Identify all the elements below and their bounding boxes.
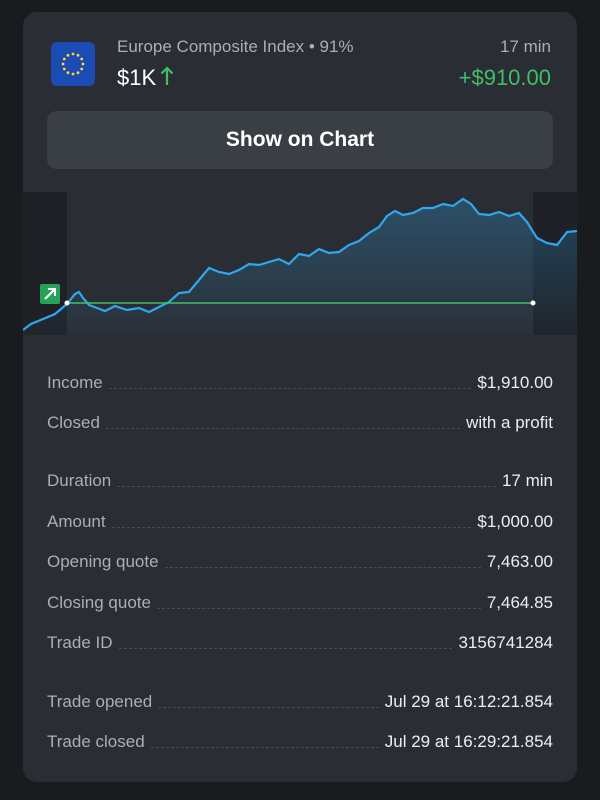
detail-label: Duration: [47, 471, 112, 490]
entry-arrow-icon: [40, 284, 60, 304]
detail-value[interactable]: 3156741284: [458, 633, 553, 652]
trade-card: Europe Composite Index • 91% $1K 17 min …: [23, 12, 577, 782]
detail-value: $1,910.00: [477, 373, 553, 392]
detail-label: Trade opened: [47, 692, 153, 711]
detail-label: Closed: [47, 413, 100, 432]
amount-label: $1K: [117, 65, 157, 90]
detail-value: 7,463.00: [486, 552, 553, 571]
detail-label: Closing quote: [47, 593, 151, 612]
detail-value: Jul 29 at 16:12:21.854: [384, 692, 553, 711]
profit-label: +$910.00: [458, 65, 551, 90]
detail-row-income: Income $1,910.00: [47, 367, 553, 393]
detail-value: Jul 29 at 16:29:21.854: [384, 732, 553, 751]
detail-value: with a profit: [466, 413, 553, 432]
detail-row-trade-opened: Trade opened Jul 29 at 16:12:21.854: [47, 686, 553, 712]
trade-amount: $1K: [117, 65, 174, 91]
price-area: [23, 199, 577, 335]
detail-row-trade-id: Trade ID 3156741284: [47, 627, 553, 653]
eu-flag-icon: [51, 42, 95, 86]
detail-value: 7,464.85: [486, 593, 553, 612]
trade-header: Europe Composite Index • 91% $1K 17 min …: [23, 12, 577, 107]
detail-label: Trade closed: [47, 732, 145, 751]
detail-row-closed: Closed with a profit: [47, 407, 553, 433]
detail-value: 17 min: [501, 471, 553, 490]
arrow-up-icon: [160, 66, 174, 90]
close-marker: [530, 300, 536, 306]
detail-row-trade-closed: Trade closed Jul 29 at 16:29:21.854: [47, 726, 553, 752]
detail-value: $1,000.00: [477, 512, 553, 531]
trade-chart[interactable]: [23, 192, 577, 335]
detail-row-duration: Duration 17 min: [47, 465, 553, 491]
detail-row-opening-quote: Opening quote 7,463.00: [47, 546, 553, 572]
asset-title: Europe Composite Index • 91%: [117, 37, 354, 56]
detail-row-amount: Amount $1,000.00: [47, 506, 553, 532]
detail-label: Amount: [47, 512, 106, 531]
duration-label: 17 min: [499, 37, 551, 56]
detail-row-closing-quote: Closing quote 7,464.85: [47, 587, 553, 613]
detail-label: Opening quote: [47, 552, 159, 571]
chart-svg: [23, 192, 577, 335]
price-line: [23, 197, 577, 331]
detail-label: Trade ID: [47, 633, 113, 652]
open-marker: [64, 300, 70, 306]
detail-label: Income: [47, 373, 103, 392]
show-on-chart-button[interactable]: Show on Chart: [47, 111, 553, 169]
